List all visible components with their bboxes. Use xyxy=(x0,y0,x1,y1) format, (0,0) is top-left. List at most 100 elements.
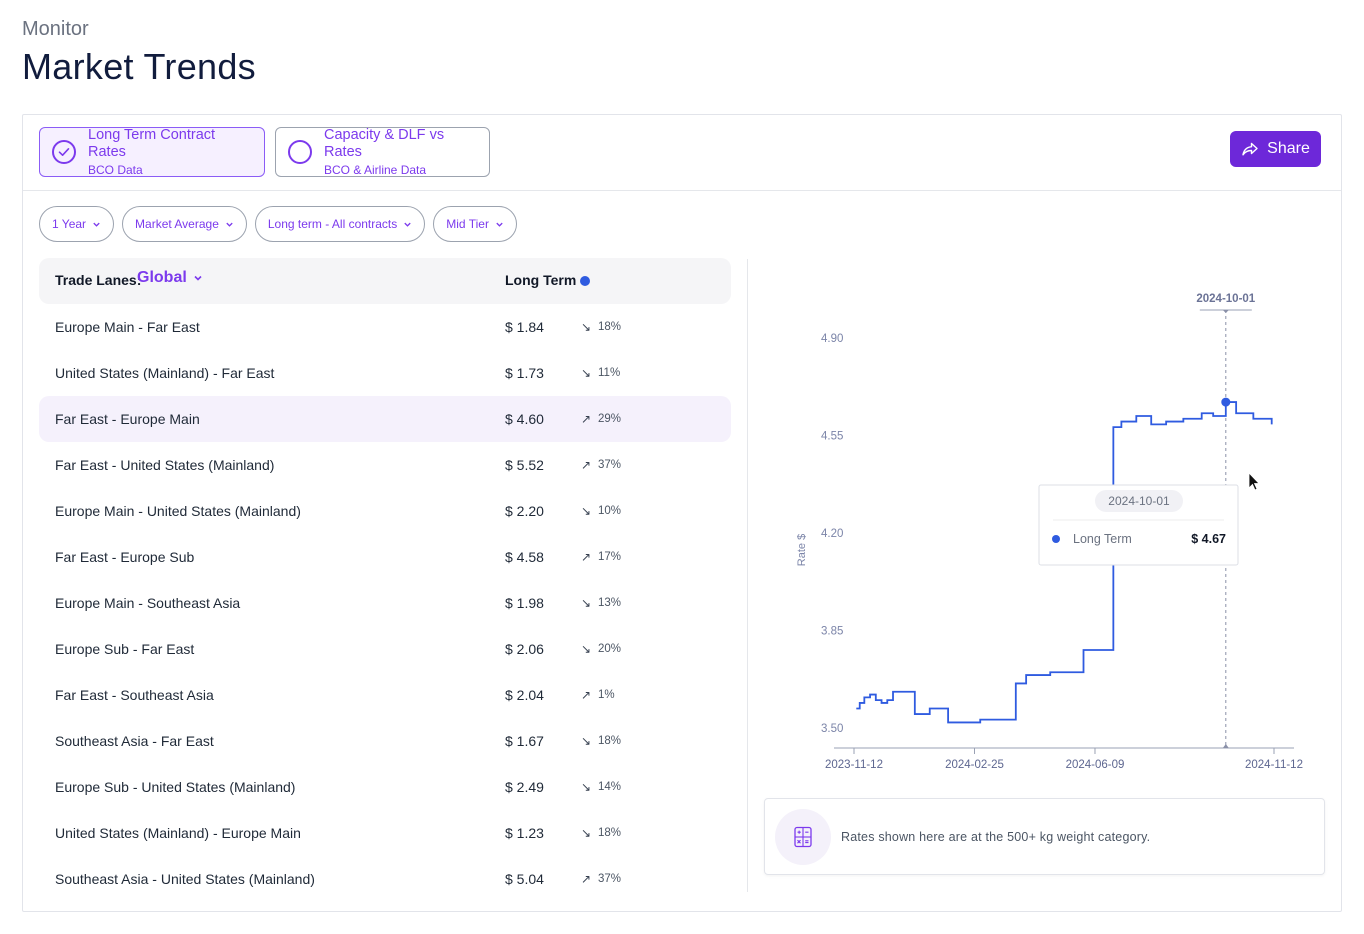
tab-label: Capacity & DLF vs Rates xyxy=(324,126,445,160)
table-row[interactable]: Europe Main - United States (Mainland) $ … xyxy=(39,488,731,534)
change-percent: 13% xyxy=(598,597,622,609)
tab-label: Long Term Contract Rates xyxy=(88,126,216,160)
region-dropdown[interactable]: Global xyxy=(137,269,203,287)
chevron-down-icon xyxy=(404,222,411,227)
table-row[interactable]: Europe Sub - United States (Mainland) $ 2… xyxy=(39,764,731,810)
change-percent: 17% xyxy=(598,551,622,563)
filter-period[interactable]: 1 Year xyxy=(39,206,115,242)
change-percent: 18% xyxy=(598,827,622,839)
trend-down-icon: ↘ xyxy=(581,504,592,518)
active-data-point xyxy=(1221,397,1231,407)
lane-rate: $ 2.06 xyxy=(505,641,544,657)
change-percent: 20% xyxy=(598,643,622,655)
table-row[interactable]: Far East - Europe Main $ 4.60 ↗ 29% xyxy=(39,396,731,442)
lane-name: Far East - Europe Sub xyxy=(55,549,195,565)
table-header: Trade Lanes: Global Long Term xyxy=(39,258,731,304)
market-trends-card: Long Term Contract Rates BCO Data Capaci… xyxy=(22,114,1342,912)
change-percent: 18% xyxy=(598,735,622,747)
table-row[interactable]: United States (Mainland) - Europe Main $ … xyxy=(39,810,731,856)
share-button[interactable]: Share xyxy=(1230,131,1321,167)
filter-label: Mid Tier xyxy=(446,217,489,231)
y-tick-label: 3.50 xyxy=(821,723,843,735)
crosshair-marker-bottom xyxy=(1222,744,1229,748)
chevron-down-icon xyxy=(496,222,503,227)
filter-label: Long term - All contracts xyxy=(267,217,398,231)
filter-tier[interactable]: Mid Tier xyxy=(433,206,517,242)
lane-name: Far East - Southeast Asia xyxy=(55,687,214,703)
chevron-down-icon xyxy=(194,275,202,281)
table-row[interactable]: Far East - Southeast Asia $ 2.04 ↗ 1% xyxy=(39,672,731,718)
table-row[interactable]: Europe Main - Southeast Asia $ 1.98 ↘ 13% xyxy=(39,580,731,626)
column-header-long-term: Long Term xyxy=(505,272,577,288)
filter-label: Market Average xyxy=(135,217,219,231)
rate-chart[interactable]: Rate $ 4.90 4.55 4.20 3.85 3.50 2023-11-12 2024… xyxy=(749,265,1339,785)
change-percent: 29% xyxy=(598,413,622,425)
lane-name: Europe Sub - United States (Mainland) xyxy=(55,779,296,795)
lane-name: Far East - United States (Mainland) xyxy=(55,457,275,473)
change-percent: 37% xyxy=(598,459,622,471)
lane-name: Southeast Asia - United States (Mainland… xyxy=(55,871,315,887)
lane-rate: $ 2.04 xyxy=(505,687,544,703)
change-percent: 10% xyxy=(598,505,622,517)
x-tick-label: 2024-11-12 xyxy=(1245,759,1303,771)
tab-capacity-dlf-vs-rates[interactable]: Capacity & DLF vs Rates BCO & Airline Da… xyxy=(275,127,490,177)
trend-up-icon: ↗ xyxy=(581,458,592,472)
x-tick-label: 2024-02-25 xyxy=(945,759,1004,771)
table-row[interactable]: Europe Main - Far East $ 1.84 ↘ 18% xyxy=(39,304,731,350)
trade-lanes-label: Trade Lanes: xyxy=(55,272,142,288)
filter-contract-type[interactable]: Long term - All contracts xyxy=(254,206,426,242)
table-row[interactable]: Southeast Asia - Far East $ 1.67 ↘ 18% xyxy=(39,718,731,764)
series-line-long-term xyxy=(856,401,1273,724)
mouse-cursor-icon xyxy=(1248,472,1260,491)
table-row[interactable]: Far East - Europe Sub $ 4.58 ↗ 17% xyxy=(39,534,731,580)
y-tick-label: 4.20 xyxy=(821,528,843,540)
tooltip-box xyxy=(1038,484,1239,566)
note-text: Rates shown here are at the 500+ kg weig… xyxy=(841,830,1151,844)
trend-down-icon: ↘ xyxy=(581,826,592,840)
radio-circle-icon xyxy=(288,140,312,164)
lane-rate: $ 5.52 xyxy=(505,457,544,473)
table-row[interactable]: United States (Mainland) - Far East $ 1.7… xyxy=(39,350,731,396)
lane-rate: $ 2.20 xyxy=(505,503,544,519)
change-percent: 1% xyxy=(598,689,615,701)
calculator-icon xyxy=(775,809,831,865)
lane-name: Europe Main - Far East xyxy=(55,319,200,335)
table-row[interactable]: Far East - United States (Mainland) $ 5.5… xyxy=(39,442,731,488)
trend-up-icon: ↗ xyxy=(581,550,592,564)
x-tick-label: 2024-06-09 xyxy=(1066,759,1125,771)
lane-rate: $ 1.67 xyxy=(505,733,544,749)
filter-aggregation[interactable]: Market Average xyxy=(122,206,247,242)
tab-sublabel: BCO & Airline Data xyxy=(324,162,427,177)
lane-name: Far East - Europe Main xyxy=(55,411,200,427)
page-title: Market Trends xyxy=(22,46,256,87)
lane-name: United States (Mainland) - Europe Main xyxy=(55,825,301,841)
table-row[interactable]: Southeast Asia - United States (Mainland… xyxy=(39,856,731,902)
tooltip-date-pill xyxy=(1095,490,1183,512)
table-row[interactable]: Europe Sub - Far East $ 2.06 ↘ 20% xyxy=(39,626,731,672)
tab-long-term-contract-rates[interactable]: Long Term Contract Rates BCO Data xyxy=(39,127,265,177)
trend-up-icon: ↗ xyxy=(581,872,592,886)
change-percent: 11% xyxy=(598,367,621,379)
check-circle-icon xyxy=(52,140,76,164)
x-tick-label: 2023-11-12 xyxy=(825,759,883,771)
filter-bar: 1 Year Market Average Long term - All co… xyxy=(39,206,517,242)
tooltip-date: 2024-10-01 xyxy=(1108,494,1170,508)
trend-down-icon: ↘ xyxy=(581,320,592,334)
lane-rate: $ 4.58 xyxy=(505,549,544,565)
change-percent: 14% xyxy=(598,781,622,793)
lane-rate: $ 2.49 xyxy=(505,779,544,795)
chevron-down-icon xyxy=(93,222,100,227)
trend-down-icon: ↘ xyxy=(581,780,592,794)
vertical-divider xyxy=(747,259,748,892)
trend-up-icon: ↗ xyxy=(581,688,592,702)
lane-name: Europe Sub - Far East xyxy=(55,641,195,657)
y-tick-label: 3.85 xyxy=(821,626,843,638)
lane-name: Europe Main - Southeast Asia xyxy=(55,595,241,611)
filter-label: 1 Year xyxy=(52,217,87,231)
lane-rate: $ 1.73 xyxy=(505,365,544,381)
page-eyebrow: Monitor xyxy=(22,18,89,40)
y-tick-label: 4.90 xyxy=(821,333,843,345)
tooltip-value: $ 4.67 xyxy=(1191,532,1226,546)
change-percent: 37% xyxy=(598,873,622,885)
